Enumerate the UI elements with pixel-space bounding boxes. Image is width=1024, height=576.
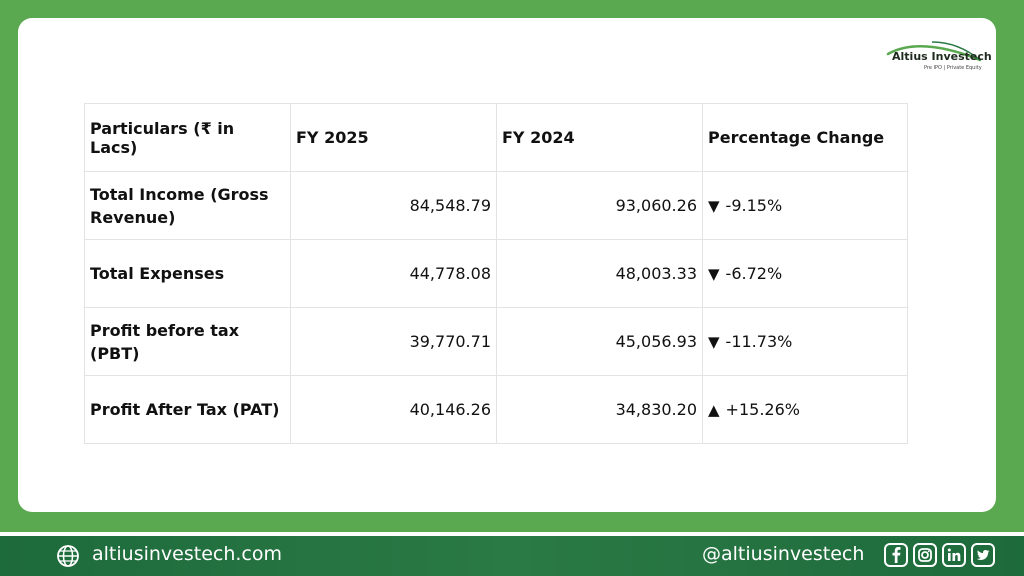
row-label: Profit After Tax (PAT)	[84, 375, 291, 444]
down-arrow-icon: ▼	[708, 265, 720, 283]
down-arrow-icon: ▼	[708, 197, 720, 215]
altius-logo: Altius Investech Pre IPO | Private Equit…	[880, 40, 992, 80]
website-link[interactable]: altiusinvestech.com	[92, 543, 282, 565]
percentage-change: ▼ -6.72%	[702, 239, 908, 308]
table-row: Total Expenses 44,778.08 48,003.33 ▼ -6.7…	[84, 239, 908, 308]
linkedin-icon[interactable]	[942, 543, 966, 567]
down-arrow-icon: ▼	[708, 333, 720, 351]
logo-tagline: Pre IPO | Private Equity	[924, 65, 982, 71]
value-fy2024: 45,056.93	[496, 307, 703, 376]
value-fy2025: 39,770.71	[290, 307, 497, 376]
percentage-change: ▼ -11.73%	[702, 307, 908, 376]
financials-table: Particulars (₹ in Lacs) FY 2025 FY 2024 …	[84, 103, 908, 444]
header-fy2024: FY 2024	[496, 103, 703, 172]
percentage-change: ▲ +15.26%	[702, 375, 908, 444]
value-fy2024: 93,060.26	[496, 171, 703, 240]
logo-name: Altius Investech	[892, 50, 992, 63]
change-value: -6.72%	[725, 264, 783, 283]
value-fy2025: 44,778.08	[290, 239, 497, 308]
up-arrow-icon: ▲	[708, 401, 720, 419]
facebook-icon[interactable]	[884, 543, 908, 567]
header-particulars: Particulars (₹ in Lacs)	[84, 103, 291, 172]
table-row: Profit before tax (PBT) 39,770.71 45,056…	[84, 307, 908, 376]
globe-icon	[57, 545, 79, 567]
twitter-icon[interactable]	[971, 543, 995, 567]
footer-bar: altiusinvestech.com @altiusinvestech	[0, 536, 1024, 576]
row-label: Profit before tax (PBT)	[84, 307, 291, 376]
value-fy2024: 34,830.20	[496, 375, 703, 444]
change-value: -11.73%	[725, 332, 793, 351]
percentage-change: ▼ -9.15%	[702, 171, 908, 240]
header-fy2025: FY 2025	[290, 103, 497, 172]
table-row: Profit After Tax (PAT) 40,146.26 34,830.…	[84, 375, 908, 444]
value-fy2025: 84,548.79	[290, 171, 497, 240]
table-row: Total Income (Gross Revenue) 84,548.79 9…	[84, 171, 908, 240]
change-value: +15.26%	[725, 400, 800, 419]
social-handle[interactable]: @altiusinvestech	[702, 543, 865, 565]
header-percentage-change: Percentage Change	[702, 103, 908, 172]
instagram-icon[interactable]	[913, 543, 937, 567]
logo-arc-icon	[886, 41, 982, 62]
value-fy2025: 40,146.26	[290, 375, 497, 444]
change-value: -9.15%	[725, 196, 783, 215]
row-label: Total Income (Gross Revenue)	[84, 171, 291, 240]
table-header-row: Particulars (₹ in Lacs) FY 2025 FY 2024 …	[84, 103, 908, 172]
row-label: Total Expenses	[84, 239, 291, 308]
value-fy2024: 48,003.33	[496, 239, 703, 308]
